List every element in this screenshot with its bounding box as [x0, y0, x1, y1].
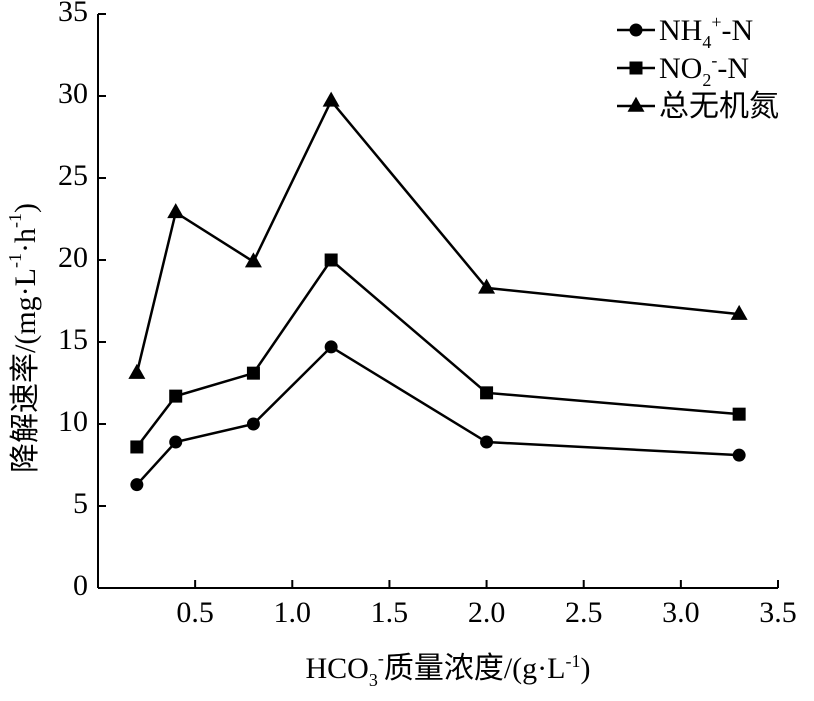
data-point-square: [480, 386, 494, 400]
data-point-square: [324, 253, 338, 267]
y-tick-label: 20: [58, 241, 88, 274]
series-circle: [130, 340, 746, 492]
data-point-triangle: [730, 304, 748, 320]
y-tick-label: 10: [58, 405, 88, 438]
axes: [97, 14, 778, 589]
legend-label: 总无机氮: [659, 90, 779, 123]
legend-marker-triangle: [627, 96, 645, 112]
y-axis-title-post: ): [9, 203, 42, 213]
x-axis-title-sup: -: [378, 648, 384, 668]
series-line-square: [135, 258, 740, 448]
y-ticks: 0 5 10 15 20 25 30 35: [58, 0, 106, 602]
y-axis-title-sup2: -1: [5, 213, 25, 228]
legend-item: NH4+-N: [617, 12, 753, 52]
x-ticks: 0.5 1.0 1.5 2.0 2.5 3.0 3.5: [176, 580, 797, 629]
series-square: [130, 253, 746, 454]
data-point-square: [169, 389, 183, 403]
x-tick-label: 2.0: [468, 596, 506, 629]
data-point-triangle: [244, 252, 262, 268]
y-tick-label: 0: [73, 569, 88, 602]
legend-marker-square: [629, 61, 643, 75]
data-point-circle: [480, 435, 494, 449]
y-tick-label: 15: [58, 323, 88, 356]
x-axis-title-pre: HCO: [306, 652, 369, 685]
x-axis-title: HCO3-质量浓度/(g·L-1): [306, 648, 591, 690]
y-tick-label: 25: [58, 159, 88, 192]
series-triangle: [128, 91, 748, 379]
data-point-circle: [732, 448, 746, 462]
x-tick-label: 3.0: [662, 596, 700, 629]
legend-item: NO2--N: [617, 50, 749, 90]
data-point-triangle: [128, 363, 146, 379]
legend-label: NH4+-N: [659, 12, 753, 52]
y-tick-label: 5: [73, 487, 88, 520]
series-group: [128, 91, 748, 492]
series-line-circle: [135, 345, 740, 486]
data-point-square: [130, 440, 144, 454]
data-point-triangle: [167, 203, 185, 219]
data-point-triangle: [478, 278, 496, 294]
series-line-triangle: [135, 98, 740, 374]
x-tick-label: 1.5: [371, 596, 409, 629]
data-point-square: [732, 407, 746, 421]
y-axis-title-sup1: -1: [5, 253, 25, 268]
x-axis-title-mid: 质量浓度/(g·L: [384, 652, 566, 685]
legend-item: 总无机氮: [617, 90, 779, 123]
x-axis-title-sup2: -1: [565, 651, 580, 671]
data-point-circle: [169, 435, 183, 449]
data-point-circle: [246, 417, 260, 431]
y-axis-title-mid: ·h: [9, 228, 42, 253]
y-axis-title-pre: 降解速率/(mg·L: [9, 268, 42, 473]
x-axis-title-post: ): [580, 652, 590, 685]
x-tick-label: 1.0: [274, 596, 312, 629]
legend-marker-circle: [629, 23, 643, 37]
data-point-circle: [324, 340, 338, 354]
x-axis-title-sub: 3: [369, 670, 378, 690]
svg-text:降解速率/(mg·L-1·h-1): 降解速率/(mg·L-1·h-1): [5, 203, 42, 473]
data-point-circle: [130, 478, 144, 492]
data-point-square: [246, 366, 260, 380]
legend-label: NO2--N: [659, 50, 749, 90]
y-tick-label: 35: [58, 0, 88, 28]
x-tick-label: 0.5: [176, 596, 214, 629]
x-tick-label: 3.5: [759, 596, 797, 629]
y-tick-label: 30: [58, 77, 88, 110]
y-axis-title: 降解速率/(mg·L-1·h-1): [5, 203, 42, 473]
data-point-triangle: [322, 91, 340, 107]
x-tick-label: 2.5: [565, 596, 603, 629]
